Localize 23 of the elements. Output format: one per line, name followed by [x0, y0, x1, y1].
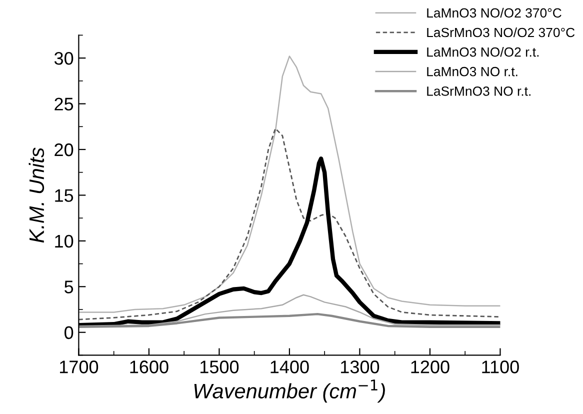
x-tick-label: 1700 [60, 360, 98, 374]
legend-label: LaSrMnO3 NO/O2 370°C [427, 27, 575, 38]
x-tick-label: 1600 [130, 360, 168, 374]
x-tick-label: 1400 [270, 360, 309, 374]
legend-label: LaMnO3 NO/O2 r.t. [427, 47, 539, 57]
y-tick-label: 25 [54, 98, 74, 110]
x-axis-title: Wavenumber (cm$^{−1}$) [194, 380, 385, 403]
y-tick-label: 20 [54, 143, 74, 156]
line-series [78, 312, 500, 328]
legend-label: LaMnO3 NO r.t. [427, 66, 518, 76]
legend-label: LaMnO3 NO/O2 370°C [427, 8, 562, 18]
line-series [78, 128, 500, 320]
y-tick-label: 15 [55, 189, 74, 202]
y-tick-label: 0 [64, 326, 74, 340]
y-tick-label: 10 [55, 234, 74, 248]
x-tick-label: 1300 [341, 360, 380, 374]
y-tick-label: 30 [54, 52, 74, 65]
y-axis-title: K.M. Units [28, 148, 44, 243]
x-tick-label: 1200 [411, 360, 450, 374]
x-tick-label: 1100 [482, 360, 519, 374]
y-tick-label: 5 [64, 280, 74, 294]
x-tick-label: 1500 [200, 360, 239, 374]
legend-label: LaSrMnO3 NO r.t. [427, 86, 530, 96]
